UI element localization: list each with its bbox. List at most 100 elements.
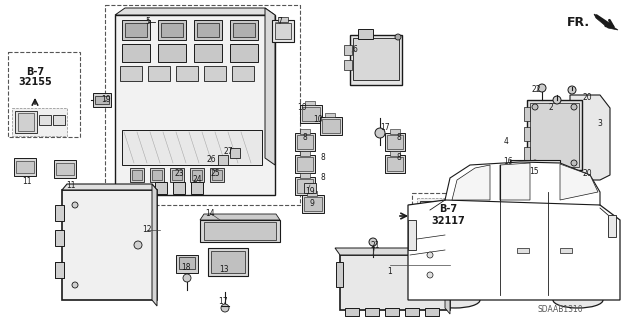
Text: 8: 8 [397,133,401,143]
Bar [385,308,399,316]
Bar [387,135,403,149]
Bar [322,119,340,133]
Bar [300,105,322,123]
Bar [233,23,255,37]
Bar [344,45,352,55]
Bar [93,93,111,107]
Bar [420,201,446,229]
Bar [204,222,276,240]
Polygon shape [62,184,157,190]
Bar [173,182,185,194]
Bar [158,20,186,40]
Text: 8: 8 [303,133,307,143]
Text: 32155: 32155 [18,77,52,87]
Bar [608,215,616,237]
Circle shape [395,34,401,40]
Text: 10: 10 [297,103,307,113]
Bar [194,20,222,40]
Bar [232,66,254,81]
Bar [16,161,34,173]
Bar [39,115,51,125]
Bar [405,308,419,316]
Text: 1: 1 [388,268,392,277]
Circle shape [532,160,538,166]
Circle shape [571,160,577,166]
Bar [15,111,37,133]
Text: 3: 3 [598,118,602,128]
Bar [524,127,530,141]
Bar [54,160,76,178]
Bar [517,248,529,253]
Bar [300,173,310,178]
Text: 17: 17 [218,298,228,307]
Bar [53,115,65,125]
Bar [390,151,400,156]
Bar [385,155,405,173]
Bar [353,38,399,80]
Bar [120,66,142,81]
Bar [513,163,533,185]
Bar [218,155,228,165]
Text: 17: 17 [380,122,390,131]
Circle shape [553,96,561,104]
Circle shape [538,84,546,92]
Bar [132,170,142,180]
Text: 11: 11 [22,177,32,187]
Bar [515,168,527,180]
Bar [200,220,280,242]
Text: 4: 4 [504,137,508,146]
Bar [55,262,64,278]
Bar [105,5,300,205]
Bar [300,129,310,134]
Text: 25: 25 [210,168,220,177]
Text: 20: 20 [582,168,592,177]
Bar [8,52,80,137]
Circle shape [369,238,377,246]
Bar [211,251,245,273]
Bar [190,168,204,182]
Bar [155,182,167,194]
Text: 23: 23 [174,168,184,177]
Bar [390,129,400,134]
Bar [387,157,403,171]
Circle shape [183,274,191,282]
Bar [55,205,64,221]
Text: 24: 24 [192,175,202,184]
Bar [150,168,164,182]
Bar [230,44,258,62]
Polygon shape [452,165,490,200]
Text: 22: 22 [531,85,541,94]
Text: 19: 19 [101,95,111,105]
Text: 7: 7 [278,18,282,26]
Circle shape [221,304,229,312]
Bar [358,29,373,39]
Bar [272,20,294,42]
Bar [304,183,316,193]
Bar [208,248,248,276]
Bar [158,44,186,62]
Text: B-7: B-7 [26,67,44,77]
Text: 14: 14 [205,209,215,218]
Bar [302,195,324,213]
Bar [204,66,226,81]
Text: 8: 8 [321,174,325,182]
Circle shape [571,104,577,110]
Bar [295,155,315,173]
Bar [197,23,219,37]
Text: 21: 21 [371,241,380,249]
Bar [125,23,147,37]
Text: 32117: 32117 [431,216,465,226]
Polygon shape [408,185,620,300]
Bar [161,23,183,37]
Bar [307,191,317,196]
Polygon shape [265,8,275,165]
Bar [425,308,439,316]
Circle shape [568,86,576,94]
Bar [350,35,402,85]
Bar [194,44,222,62]
Bar [230,20,258,40]
Bar [14,158,36,176]
Bar [55,262,64,278]
Text: 26: 26 [206,155,216,165]
Polygon shape [200,214,280,220]
